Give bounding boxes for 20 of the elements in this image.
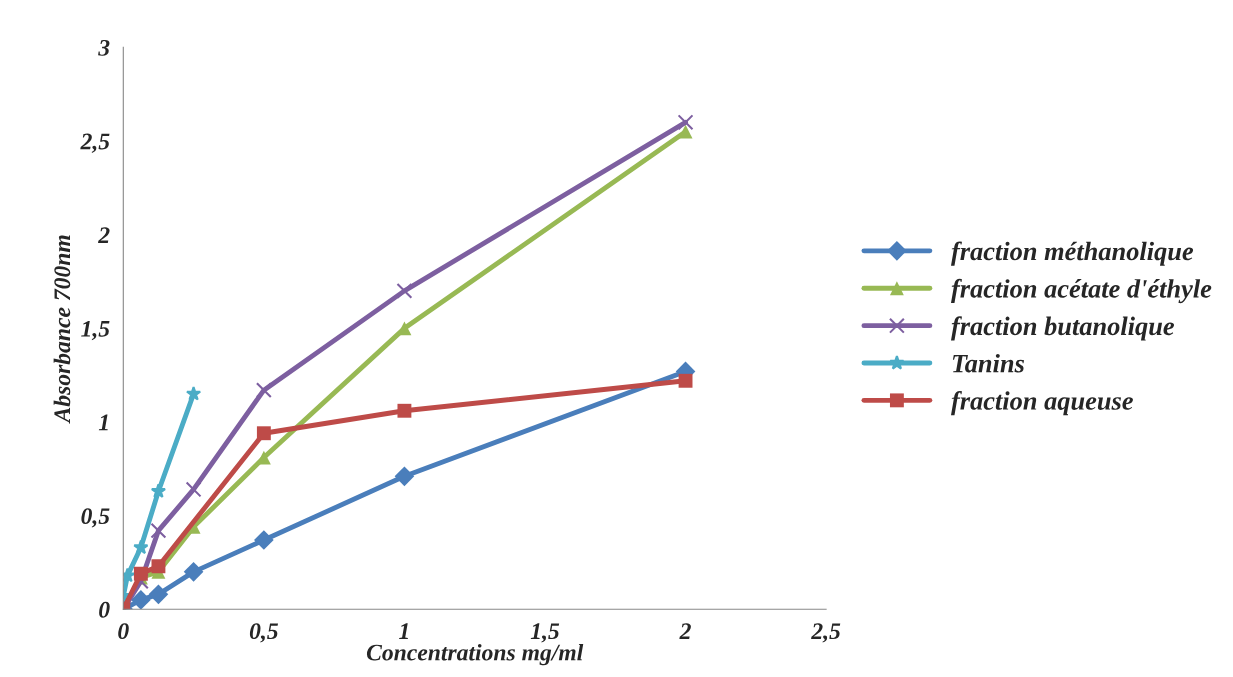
x-axis-title: Concentrations mg/ml	[366, 643, 584, 666]
x-tick-label: 2,5	[811, 623, 841, 643]
y-tick-label: 1,5	[81, 320, 110, 341]
x-tick-label: 0	[118, 623, 129, 640]
legend-label: fraction acétate d'éthyle	[951, 278, 1212, 304]
x-tick-label: 2	[679, 623, 691, 639]
y-axis-title: Absorbance 700nm	[53, 235, 71, 424]
x-tick-label: 0,5	[249, 623, 279, 643]
y-tick-label: 0	[99, 601, 110, 618]
x-tick-label: 1,5	[530, 623, 560, 643]
legend-label: fraction méthanolique	[951, 241, 1194, 266]
legend-label: fraction butanolique	[951, 316, 1175, 341]
y-tick-label: 0,5	[81, 508, 110, 528]
legend-label: fraction aqueuse	[951, 391, 1133, 416]
y-tick-label: 2,5	[80, 133, 110, 153]
x-tick-label: 1	[399, 623, 408, 639]
y-tick-label: 3	[98, 39, 110, 56]
y-tick-label: 1	[98, 414, 108, 431]
y-tick-label: 2	[98, 227, 110, 243]
legend-label: Tanins	[952, 353, 1025, 373]
